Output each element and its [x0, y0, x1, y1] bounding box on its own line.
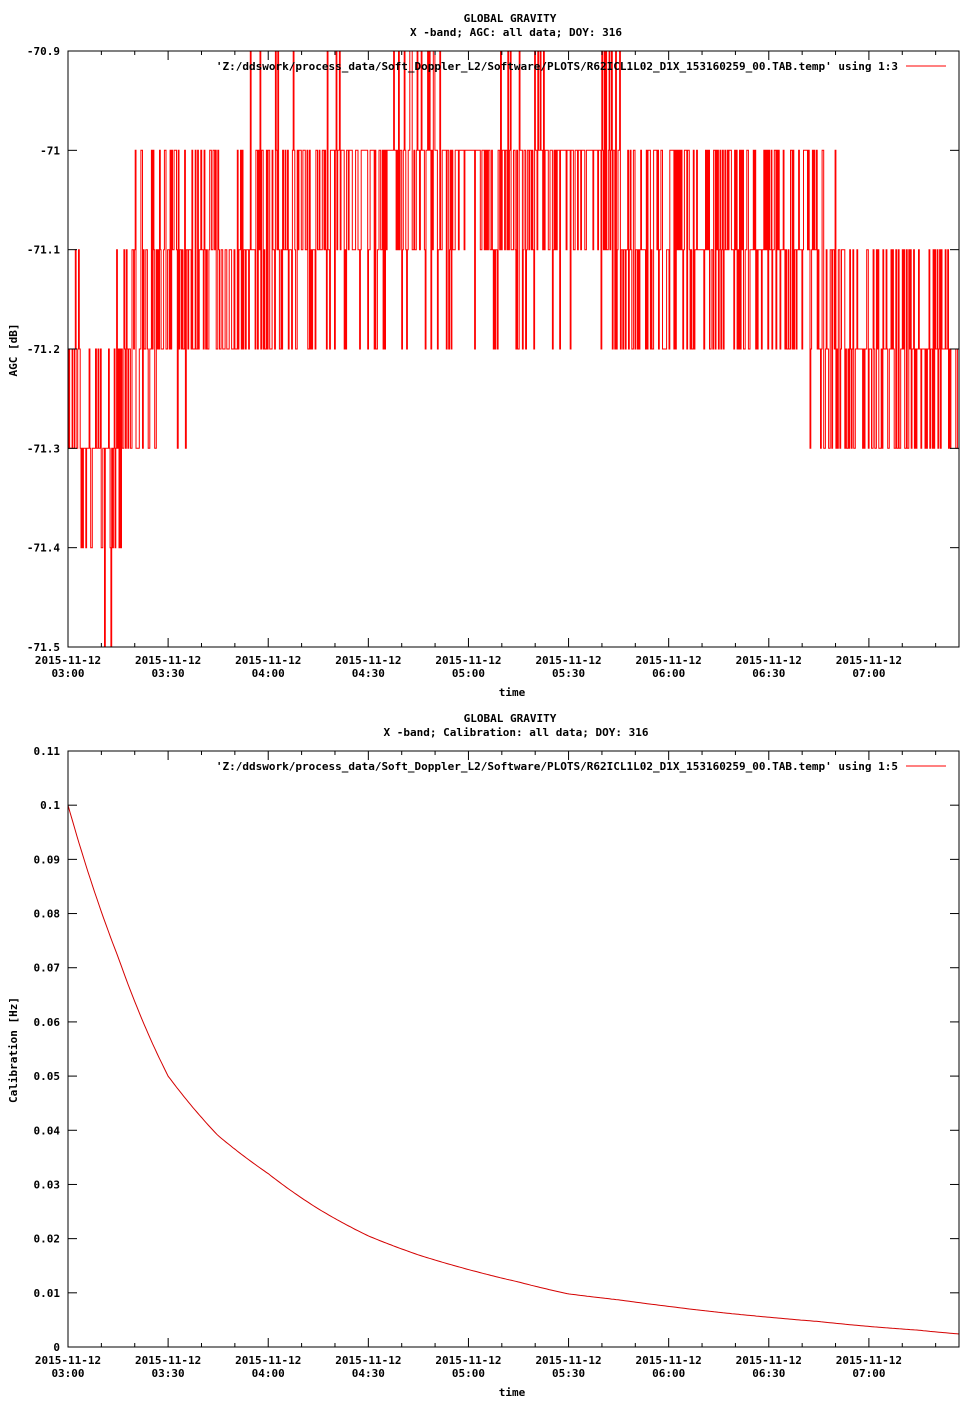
- agc-x-tick-date: 2015-11-12: [435, 654, 501, 667]
- calibration-x-ticks: 2015-11-1203:002015-11-1203:302015-11-12…: [35, 751, 937, 1380]
- calibration-x-tick-time: 04:00: [252, 1367, 285, 1380]
- agc-x-tick-time: 03:30: [152, 667, 185, 680]
- calibration-chart-subtitle: X -band; Calibration: all data; DOY: 316: [384, 726, 649, 739]
- agc-y-tick-label: -71.1: [27, 244, 60, 257]
- agc-x-tick-date: 2015-11-12: [836, 654, 902, 667]
- calibration-y-tick-label: 0.05: [34, 1070, 61, 1083]
- calibration-y-tick-label: 0.02: [34, 1233, 61, 1246]
- calibration-chart-title: GLOBAL GRAVITY: [464, 712, 557, 725]
- calibration-x-tick-time: 05:30: [552, 1367, 585, 1380]
- calibration-x-tick-time: 06:30: [752, 1367, 785, 1380]
- calibration-x-tick-time: 07:00: [852, 1367, 885, 1380]
- calibration-y-tick-label: 0.01: [34, 1287, 61, 1300]
- calibration-legend-label: 'Z:/ddswork/process_data/Soft_Doppler_L2…: [216, 760, 898, 773]
- agc-x-tick-date: 2015-11-12: [235, 654, 301, 667]
- calibration-series-line: [67, 805, 960, 1335]
- agc-x-tick-date: 2015-11-12: [736, 654, 802, 667]
- calibration-x-tick-time: 04:30: [352, 1367, 385, 1380]
- calibration-y-tick-label: 0.11: [34, 745, 61, 758]
- agc-chart: GLOBAL GRAVITY X -band; AGC: all data; D…: [7, 12, 960, 699]
- agc-y-tick-label: -70.9: [27, 45, 60, 58]
- agc-x-tick-time: 03:00: [51, 667, 84, 680]
- calibration-x-tick-time: 05:00: [452, 1367, 485, 1380]
- agc-x-tick-date: 2015-11-12: [335, 654, 401, 667]
- agc-chart-title: GLOBAL GRAVITY: [464, 12, 557, 25]
- calibration-y-tick-label: 0.06: [34, 1016, 61, 1029]
- calibration-x-axis-label: time: [499, 1386, 526, 1399]
- agc-series-line: [67, 50, 960, 648]
- calibration-y-tick-label: 0.03: [34, 1178, 61, 1191]
- calibration-y-ticks: 0.11 0.1 0.09 0.08 0.07 0.06 0.05 0.04 0.03 0.02 0…: [34, 745, 959, 1354]
- calibration-y-tick-label: 0.04: [34, 1124, 61, 1137]
- calibration-y-tick-label: 0: [53, 1341, 60, 1354]
- agc-y-ticks: -70.9 -71 -71.1 -71.2 -71.3 -71.4 -71.5: [27, 45, 959, 654]
- agc-x-tick-time: 04:00: [252, 667, 285, 680]
- agc-x-ticks: 2015-11-1203:002015-11-1203:302015-11-12…: [35, 51, 937, 680]
- agc-x-tick-time: 06:00: [652, 667, 685, 680]
- calibration-x-tick-date: 2015-11-12: [435, 1354, 501, 1367]
- agc-y-tick-label: -71.4: [27, 542, 60, 555]
- calibration-x-tick-time: 06:00: [652, 1367, 685, 1380]
- agc-x-tick-date: 2015-11-12: [135, 654, 201, 667]
- agc-x-tick-date: 2015-11-12: [636, 654, 702, 667]
- calibration-x-tick-date: 2015-11-12: [235, 1354, 301, 1367]
- calibration-y-tick-label: 0.07: [34, 962, 61, 975]
- calibration-x-tick-date: 2015-11-12: [636, 1354, 702, 1367]
- calibration-x-tick-date: 2015-11-12: [35, 1354, 101, 1367]
- calibration-plot-frame: [67, 750, 960, 1348]
- agc-x-tick-time: 04:30: [352, 667, 385, 680]
- agc-y-tick-label: -71.2: [27, 343, 60, 356]
- agc-x-tick-time: 06:30: [752, 667, 785, 680]
- calibration-x-tick-time: 03:30: [152, 1367, 185, 1380]
- calibration-plot-area: [67, 805, 960, 1335]
- calibration-chart: GLOBAL GRAVITY X -band; Calibration: all…: [7, 712, 960, 1399]
- calibration-y-tick-label: 0.1: [40, 799, 60, 812]
- agc-x-tick-time: 07:00: [852, 667, 885, 680]
- agc-legend-label: 'Z:/ddswork/process_data/Soft_Doppler_L2…: [216, 60, 898, 73]
- agc-x-tick-date: 2015-11-12: [535, 654, 601, 667]
- calibration-x-tick-time: 03:00: [51, 1367, 84, 1380]
- calibration-x-tick-date: 2015-11-12: [535, 1354, 601, 1367]
- calibration-y-tick-label: 0.08: [34, 908, 61, 921]
- calibration-x-tick-date: 2015-11-12: [736, 1354, 802, 1367]
- agc-y-tick-label: -71.3: [27, 442, 60, 455]
- agc-x-tick-time: 05:30: [552, 667, 585, 680]
- calibration-y-tick-label: 0.09: [34, 853, 61, 866]
- agc-x-axis-label: time: [499, 686, 526, 699]
- agc-x-tick-date: 2015-11-12: [35, 654, 101, 667]
- agc-x-tick-time: 05:00: [452, 667, 485, 680]
- calibration-x-tick-date: 2015-11-12: [135, 1354, 201, 1367]
- agc-plot-area: [67, 50, 960, 648]
- agc-y-tick-label: -71.5: [27, 641, 60, 654]
- calibration-x-tick-date: 2015-11-12: [836, 1354, 902, 1367]
- calibration-x-tick-date: 2015-11-12: [335, 1354, 401, 1367]
- agc-chart-subtitle: X -band; AGC: all data; DOY: 316: [410, 26, 622, 39]
- agc-y-tick-label: -71: [40, 144, 60, 157]
- agc-y-axis-label: AGC [dB]: [7, 324, 20, 377]
- calibration-y-axis-label: Calibration [Hz]: [7, 997, 20, 1103]
